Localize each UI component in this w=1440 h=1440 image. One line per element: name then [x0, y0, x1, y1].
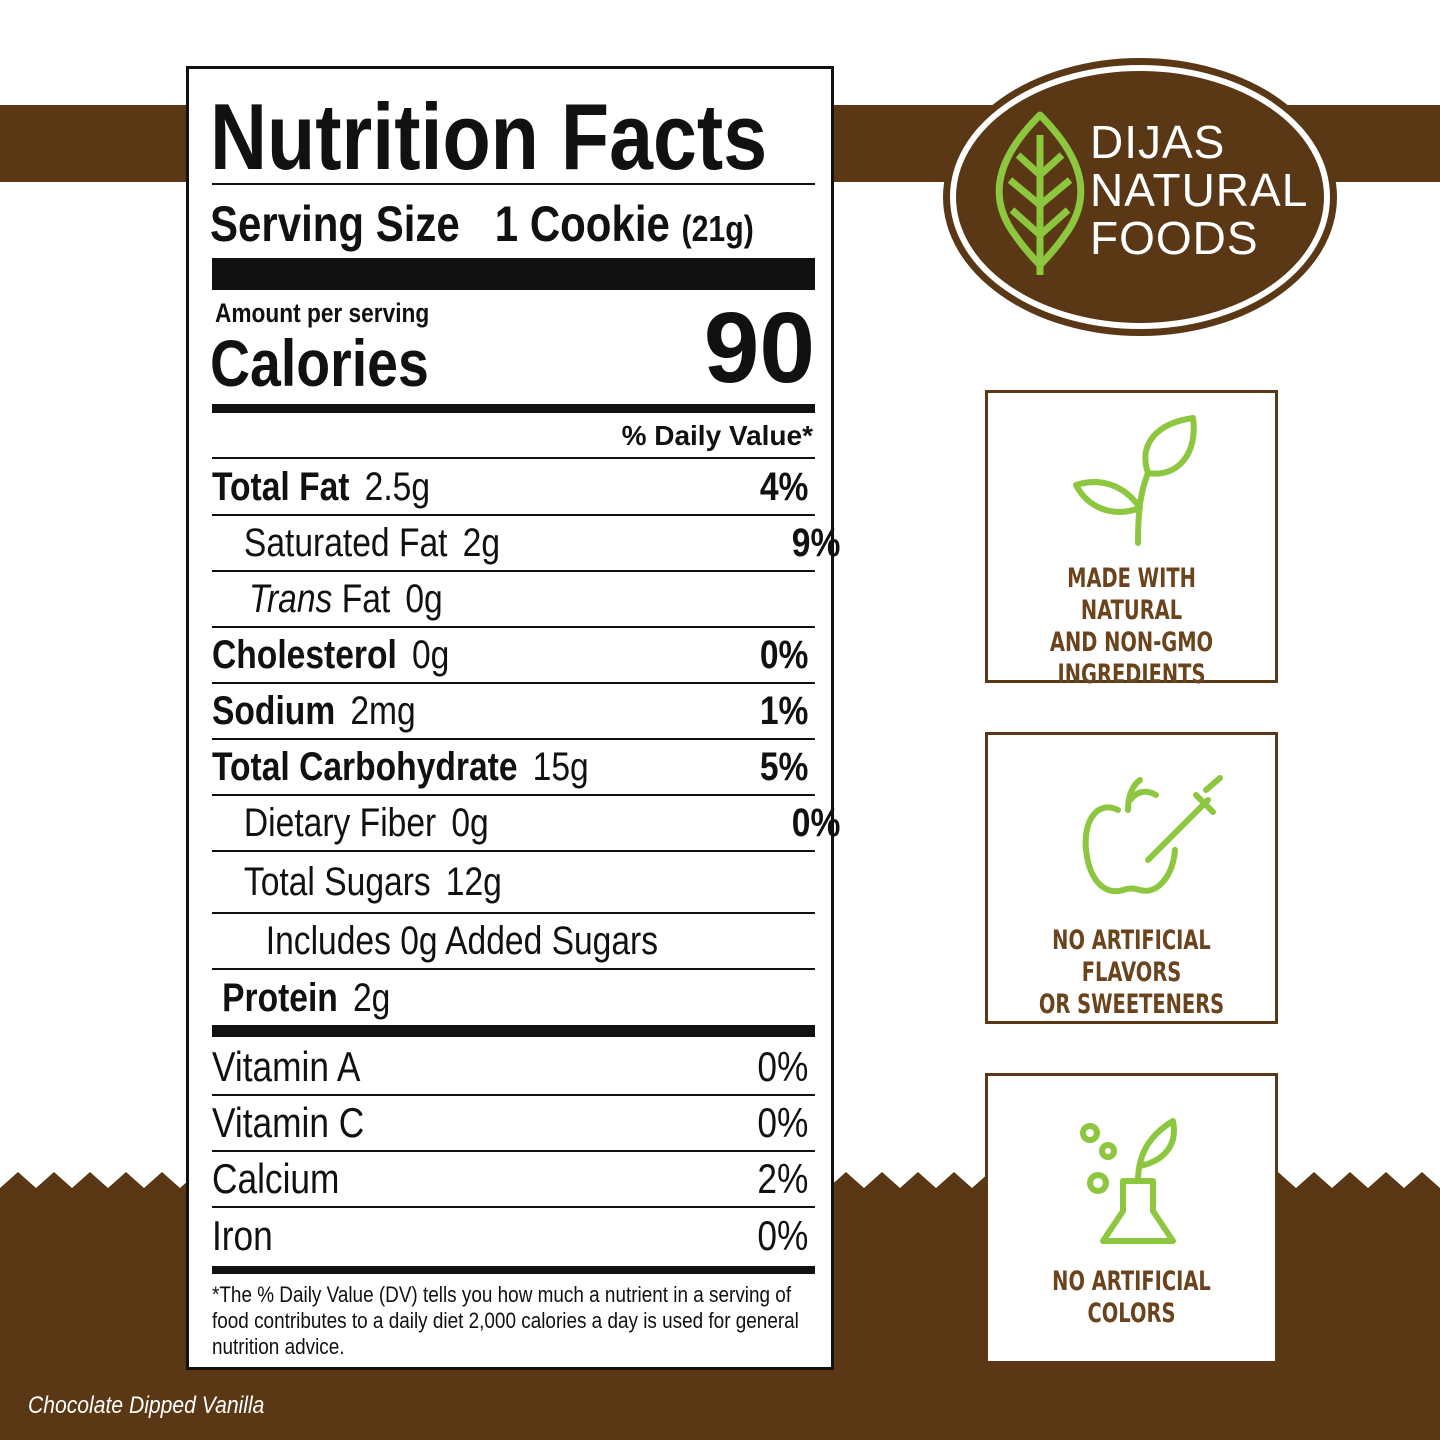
serving-line: Serving Size 1 Cookie (21g) — [210, 196, 754, 257]
logo-line: FOODS — [1090, 212, 1259, 264]
vitamin-dv: 0% — [757, 1043, 809, 1090]
nutrient-row: Trans Fat 0g — [212, 572, 815, 628]
serving-weight: (21g) — [681, 208, 754, 249]
medium-rule — [212, 1266, 815, 1274]
medium-rule — [212, 404, 815, 413]
nutrient-amount: 2g — [462, 520, 501, 565]
logo-line: DIJAS — [1090, 116, 1226, 168]
vitamin-row: Calcium 2% — [212, 1152, 815, 1208]
nutrient-name: Total Fat — [212, 464, 350, 509]
rule — [212, 183, 815, 185]
calories-value: 90 — [703, 292, 815, 404]
vitamin-dv: 2% — [757, 1155, 809, 1202]
nutrient-name: Dietary Fiber — [243, 800, 437, 845]
nutrient-row: Total Sugars 12g — [212, 852, 815, 914]
thick-rule — [212, 1025, 815, 1037]
nutrient-dv: 9% — [791, 520, 841, 565]
caption: Chocolate Dipped Vanilla — [28, 1392, 265, 1419]
badge-line: COLORS — [1087, 1298, 1176, 1329]
nutrient-dv: 5% — [759, 744, 809, 789]
nutrient-name: Total Carbohydrate — [212, 744, 518, 789]
badge-text: MADE WITH NATURAL AND NON-GMO INGREDIENT… — [988, 563, 1275, 691]
nutrient-dv: 0% — [791, 800, 841, 845]
nutrient-row: Dietary Fiber 0g 0% — [212, 796, 840, 852]
thick-rule — [212, 258, 815, 290]
nutrient-dv: 0% — [759, 632, 809, 677]
nutrient-amount: 2.5g — [364, 464, 431, 509]
label-title: Nutrition Facts — [210, 84, 768, 189]
daily-value-header: % Daily Value* — [621, 420, 813, 451]
nutrient-amount: 0g — [405, 576, 443, 621]
nutrient-row: Saturated Fat 2g 9% — [212, 516, 840, 572]
nutrient-name: Total Sugars — [243, 859, 431, 904]
nutrient-row: Cholesterol 0g 0% — [212, 628, 815, 684]
vitamin-name: Vitamin A — [212, 1043, 361, 1090]
badge-flavors: NO ARTIFICIAL FLAVORS OR SWEETENERS — [985, 732, 1278, 1024]
nutrient-row: Protein 2g — [212, 970, 815, 1026]
logo-badge — [943, 58, 1337, 336]
vitamin-row: Vitamin C 0% — [212, 1096, 815, 1152]
calories-label: Calories — [210, 326, 429, 400]
vitamin-row: Vitamin A 0% — [212, 1040, 815, 1096]
serving-size-label: Serving Size — [210, 196, 460, 252]
nutrient-row: Includes 0g Added Sugars — [212, 914, 815, 970]
badge-line: NO ARTIFICIAL — [1052, 1266, 1211, 1297]
nutrient-name: Fat — [341, 576, 391, 621]
nutrient-name: Includes 0g Added Sugars — [265, 918, 659, 963]
nutrient-name: Protein — [222, 975, 338, 1020]
nutrient-dv: 1% — [759, 688, 809, 733]
nutrient-amount: 12g — [445, 859, 502, 904]
vitamin-name: Iron — [212, 1212, 273, 1259]
amount-per-serving: Amount per serving — [215, 298, 430, 328]
nutrient-amount: 0g — [411, 632, 450, 677]
badge-natural: MADE WITH NATURAL AND NON-GMO INGREDIENT… — [985, 390, 1278, 690]
nutrient-row: Total Fat 2.5g 4% — [212, 460, 815, 516]
rule — [212, 457, 815, 459]
nutrient-amount: 15g — [532, 744, 589, 789]
apple-icon — [1082, 775, 1223, 895]
badge-line: AND NON-GMO — [1049, 627, 1214, 658]
vitamin-dv: 0% — [757, 1212, 809, 1259]
footnote: *The % Daily Value (DV) tells you how mu… — [212, 1282, 799, 1359]
flask-icon — [1080, 1118, 1177, 1244]
nutrient-amount: 2mg — [350, 688, 416, 733]
badge-line: OR SWEETENERS — [1038, 989, 1225, 1020]
vitamin-dv: 0% — [757, 1099, 809, 1146]
badge-line: INGREDIENTS — [1057, 659, 1206, 690]
badge-text: NO ARTIFICIAL FLAVORS OR SWEETENERS — [988, 925, 1275, 1021]
plant-icon — [1073, 415, 1197, 546]
badge-text: NO ARTIFICIAL COLORS — [988, 1266, 1275, 1330]
badge-line: NO ARTIFICIAL FLAVORS — [1052, 925, 1211, 988]
vitamin-name: Calcium — [212, 1155, 340, 1202]
badge-line: MADE WITH NATURAL — [1067, 563, 1196, 626]
nutrient-name-italic: Trans — [248, 576, 333, 621]
nutrient-amount: 2g — [352, 975, 391, 1020]
nutrient-amount: 0g — [451, 800, 489, 845]
logo-text: DIJAS NATURAL FOODS — [1090, 118, 1308, 262]
nutrient-row: Total Carbohydrate 15g 5% — [212, 740, 815, 796]
nutrient-row: Sodium 2mg 1% — [212, 684, 815, 740]
vitamin-name: Vitamin C — [212, 1099, 365, 1146]
nutrient-name: Saturated Fat — [243, 520, 448, 565]
nutrient-dv: 4% — [759, 464, 809, 509]
badge-colors: NO ARTIFICIAL COLORS — [985, 1073, 1278, 1364]
vitamin-row: Iron 0% — [212, 1208, 815, 1264]
logo-line: NATURAL — [1090, 164, 1309, 216]
nutrient-name: Sodium — [212, 688, 336, 733]
serving-size: 1 Cookie — [494, 196, 670, 252]
nutrient-name: Cholesterol — [212, 632, 397, 677]
